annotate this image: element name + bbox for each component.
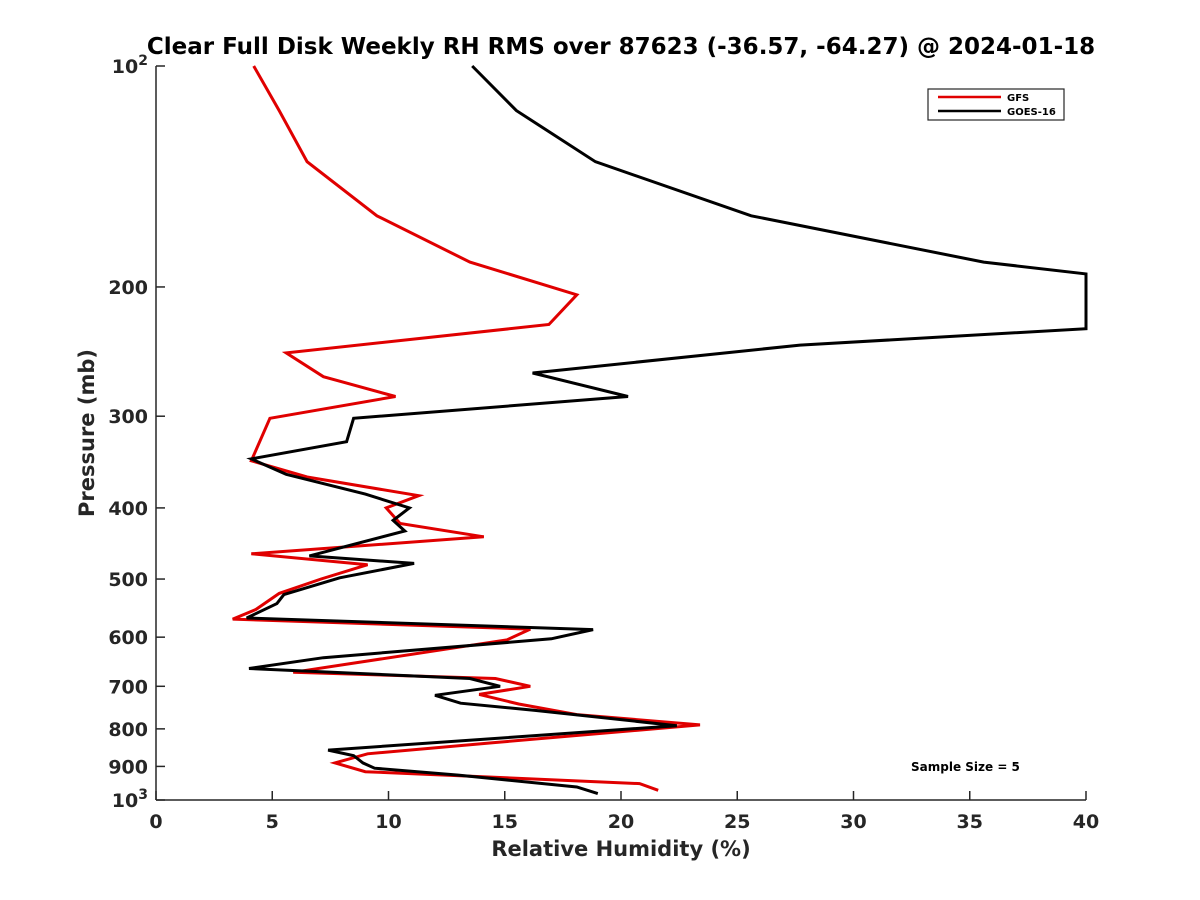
legend-label-gfs: GFS <box>1007 93 1029 104</box>
x-tick-label: 30 <box>840 811 866 833</box>
x-tick-label: 20 <box>608 811 634 833</box>
y-tick-label: 400 <box>108 498 148 520</box>
x-tick-label: 10 <box>375 811 401 833</box>
x-tick-label: 0 <box>149 811 162 833</box>
x-tick-label: 40 <box>1073 811 1099 833</box>
x-axis-ticks: 0 5 10 15 20 25 30 35 40 <box>149 791 1099 833</box>
x-axis-label: Relative Humidity (%) <box>491 837 750 861</box>
y-tick-label: 103 <box>112 787 148 812</box>
series-layer <box>232 64 1088 796</box>
plot-area <box>155 66 1086 801</box>
y-tick-label: 900 <box>108 756 148 778</box>
y-tick-label: 200 <box>108 277 148 299</box>
y-axis-label: Pressure (mb) <box>75 349 99 517</box>
x-tick-label: 25 <box>724 811 750 833</box>
y-tick-label: 600 <box>108 627 148 649</box>
series-line-goes-16 <box>246 64 1088 796</box>
x-tick-label: 35 <box>957 811 983 833</box>
y-tick-label: 700 <box>108 676 148 698</box>
y-tick-label: 800 <box>108 719 148 741</box>
legend: GFS GOES-16 <box>927 88 1065 121</box>
legend-label-goes-16: GOES-16 <box>1007 107 1056 118</box>
y-tick-label: 300 <box>108 406 148 428</box>
legend-box <box>927 88 1065 121</box>
y-tick-label: 102 <box>112 53 148 78</box>
x-tick-label: 5 <box>266 811 279 833</box>
chart-title: Clear Full Disk Weekly RH RMS over 87623… <box>147 34 1095 60</box>
x-tick-label: 15 <box>492 811 518 833</box>
series-line-gfs <box>232 65 701 792</box>
sample-size-annotation: Sample Size = 5 <box>911 760 1020 774</box>
y-axis-ticks: 102 200 300 400 500 600 700 800 900 103 <box>108 53 165 812</box>
y-tick-label: 500 <box>108 569 148 591</box>
